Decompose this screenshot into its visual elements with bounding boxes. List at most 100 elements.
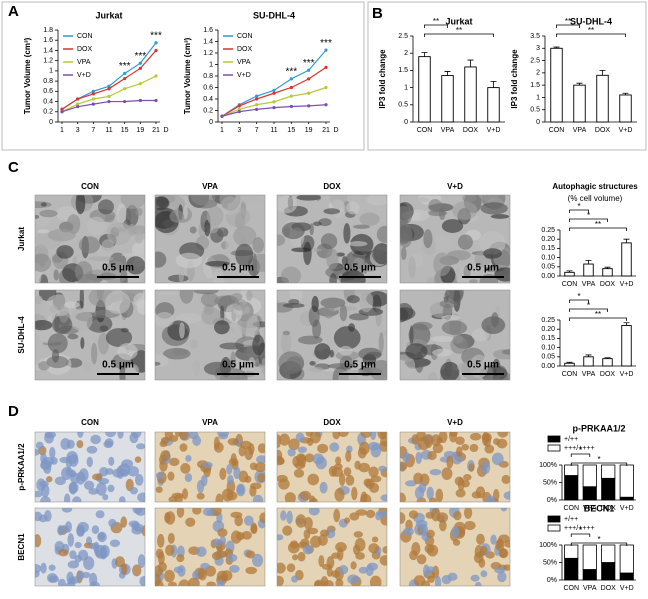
texture	[455, 266, 480, 283]
nucleus	[105, 468, 114, 475]
texture	[235, 243, 254, 267]
texture	[121, 252, 145, 258]
texture	[323, 305, 335, 319]
significance-label: *	[597, 535, 600, 544]
y-tick-label: 0.10	[541, 254, 555, 261]
texture	[309, 223, 314, 236]
nucleus	[335, 456, 342, 466]
bar-segment	[582, 569, 597, 581]
x-tick-label: DOX	[601, 505, 617, 512]
nucleus	[108, 518, 117, 528]
micrograph	[399, 507, 511, 587]
nucleus	[131, 522, 140, 530]
bar-segment	[601, 464, 616, 479]
point	[60, 107, 64, 111]
texture	[83, 361, 92, 372]
row-label: p-PRKAA1/2	[17, 443, 26, 491]
y-tick-label: 0.05	[541, 264, 555, 271]
texture	[124, 364, 137, 380]
nucleus	[331, 466, 343, 477]
nucleus	[314, 579, 325, 586]
x-tick-label: 19	[136, 127, 144, 134]
texture	[423, 229, 433, 249]
nucleus	[480, 570, 488, 578]
point	[307, 104, 311, 108]
point	[237, 110, 241, 114]
x-tick-label: CON	[563, 505, 579, 512]
nucleus	[291, 575, 299, 583]
nucleus	[427, 575, 435, 583]
micrograph	[276, 507, 388, 587]
bar-segment	[582, 544, 597, 570]
annotation: ***	[303, 58, 315, 69]
point	[324, 103, 328, 107]
nucleus	[355, 509, 368, 516]
texture	[47, 228, 76, 242]
texture	[75, 195, 86, 215]
nucleus	[227, 474, 234, 486]
nucleus	[252, 494, 264, 502]
significance-bracket	[570, 542, 628, 546]
nucleus	[86, 456, 93, 468]
texture	[189, 226, 197, 234]
point	[91, 102, 95, 106]
nucleus	[497, 432, 509, 438]
nucleus	[119, 496, 126, 502]
nucleus	[307, 527, 319, 535]
nucleus	[249, 485, 257, 497]
nucleus	[197, 567, 208, 581]
nucleus	[176, 508, 185, 518]
micrograph-border	[34, 431, 146, 503]
micrograph-content	[400, 195, 510, 283]
texture	[311, 295, 319, 313]
nucleus	[292, 554, 299, 561]
nucleus	[155, 574, 161, 586]
nucleus	[218, 433, 228, 440]
point	[289, 77, 293, 81]
nucleus	[70, 472, 80, 484]
micrograph-content	[155, 508, 265, 586]
nucleus	[88, 542, 99, 550]
nucleus	[236, 484, 245, 495]
error-bar	[604, 357, 611, 359]
bar-segment	[564, 557, 579, 581]
texture	[106, 221, 132, 246]
nucleus	[368, 466, 379, 478]
point	[138, 66, 142, 70]
texture	[219, 195, 241, 211]
nucleus	[90, 434, 101, 445]
y-tick-label: 1.2	[43, 58, 53, 65]
y-tick-label: 0.5	[530, 107, 540, 114]
nucleus	[83, 480, 95, 490]
micrograph-content	[400, 432, 510, 502]
nucleus	[67, 560, 80, 569]
texture	[91, 342, 98, 365]
texture	[479, 231, 506, 255]
nucleus	[345, 474, 355, 486]
nucleus	[76, 524, 85, 537]
micrograph-border	[399, 431, 511, 503]
nucleus	[400, 512, 406, 524]
nucleus	[310, 535, 322, 548]
texture	[277, 195, 298, 214]
nucleus	[81, 571, 91, 579]
texture	[156, 196, 169, 208]
significance-label: **	[456, 26, 462, 35]
texture	[98, 199, 114, 215]
nucleus	[343, 467, 352, 477]
nucleus	[426, 529, 435, 539]
micrograph-border	[276, 507, 388, 587]
point	[324, 85, 328, 90]
texture	[51, 349, 60, 363]
x-tick-label: V+D	[620, 281, 634, 288]
legend-swatch	[547, 515, 561, 523]
texture	[452, 334, 464, 344]
nucleus	[160, 450, 171, 462]
texture	[213, 268, 225, 283]
nucleus	[358, 462, 370, 473]
nucleus	[95, 510, 105, 519]
nucleus	[426, 486, 434, 500]
nucleus	[382, 545, 387, 554]
nucleus	[491, 452, 504, 466]
micrograph	[34, 507, 146, 587]
